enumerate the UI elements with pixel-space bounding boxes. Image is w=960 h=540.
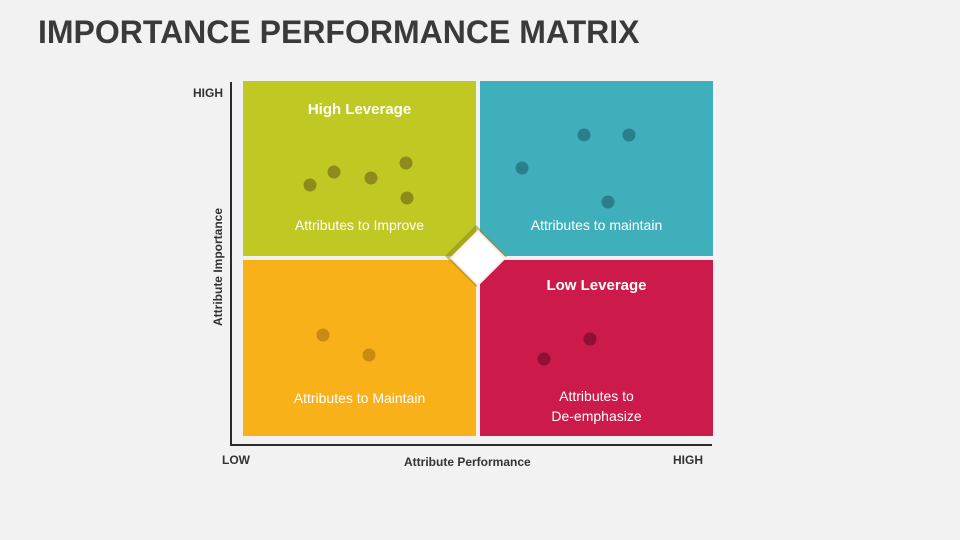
data-dot [400,191,414,205]
y-axis-high-label: HIGH [193,86,223,100]
data-dot [364,171,378,185]
data-dot [316,328,330,342]
y-axis-title: Attribute Importance [211,207,225,327]
x-axis-low-label: LOW [222,453,250,467]
x-axis-line [230,444,712,446]
x-axis-high-label: HIGH [673,453,703,467]
quadrant-maintain-low: Attributes to Maintain [243,260,476,436]
quadrant-low-leverage: Low Leverage Attributes to De-emphasize [480,260,713,436]
data-dot [622,128,636,142]
data-dot [362,348,376,362]
data-dot [327,165,341,179]
quadrant-high-leverage: High Leverage Attributes to Improve [243,81,476,256]
quadrant-text: Attributes to Improve [294,217,425,233]
quadrant-text: De-emphasize [551,408,642,424]
x-axis-title: Attribute Performance [404,455,531,469]
quadrant-text: Attributes to Maintain [293,390,426,406]
data-dot [577,128,591,142]
quadrant-heading: High Leverage [307,101,412,118]
y-axis-line [230,82,232,446]
data-dot [399,156,413,170]
quadrant-maintain: Attributes to maintain [480,81,713,256]
quadrant-text: Attributes to [559,388,634,404]
data-dot [515,161,529,175]
data-dot [537,352,551,366]
quadrant-heading: Low Leverage [546,277,647,294]
quadrant-text: Attributes to maintain [530,217,663,233]
page-title: IMPORTANCE PERFORMANCE MATRIX [38,14,640,50]
data-dot [303,178,317,192]
data-dot [583,332,597,346]
data-dot [601,195,615,209]
